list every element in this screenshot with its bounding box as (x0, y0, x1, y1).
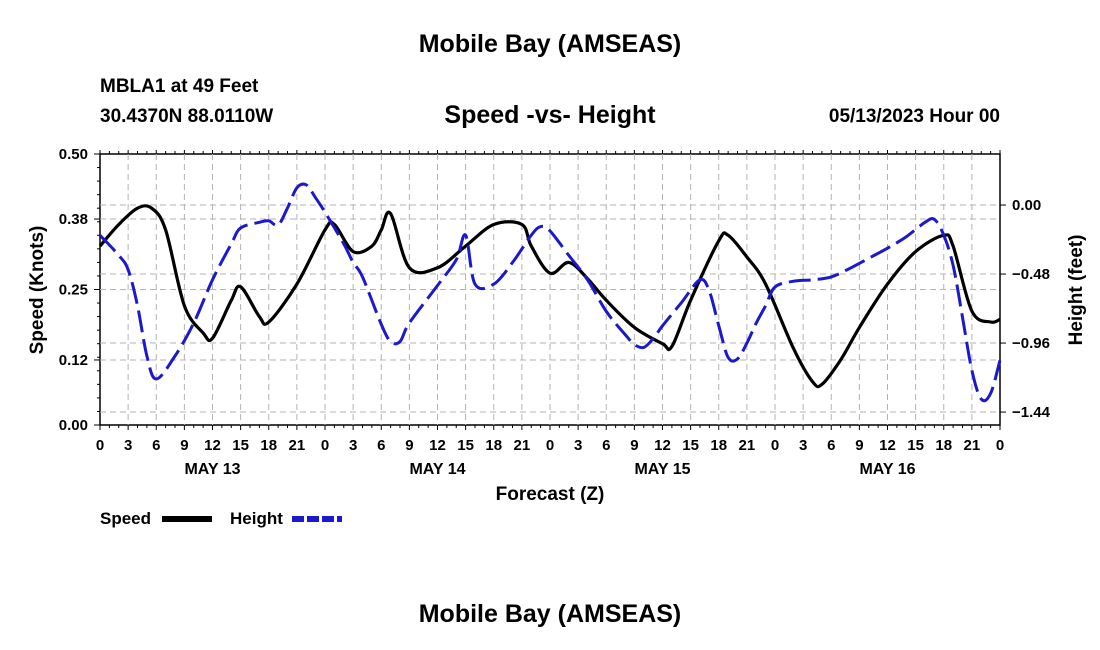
x-tick-label: 0 (546, 437, 554, 454)
x-tick-label: 21 (964, 437, 981, 454)
y-axis-left: 0.00 0.12 0.25 0.38 0.50 (59, 146, 100, 434)
x-tick-label: 21 (289, 437, 306, 454)
x-tick-label: 3 (574, 437, 582, 454)
y-axis-right: 0.00 −0.48 −0.96 −1.44 (1000, 197, 1051, 421)
station-label: MBLA1 at 49 Feet (100, 76, 259, 97)
x-tick-label: 3 (349, 437, 357, 454)
x-tick-label: 6 (602, 437, 610, 454)
x-tick-label: 12 (204, 437, 221, 454)
series-layer (98, 182, 1002, 403)
x-tick-label: 0 (96, 437, 104, 454)
x-tick-label: 9 (630, 437, 638, 454)
x-tick-label: 3 (799, 437, 807, 454)
x-tick-label: 0 (996, 437, 1004, 454)
day-label: MAY 13 (184, 461, 240, 478)
x-tick-label: 6 (377, 437, 385, 454)
x-tick-label: 15 (682, 437, 699, 454)
legend-speed-label: Speed (100, 509, 152, 528)
x-tick-label: 6 (152, 437, 160, 454)
x-tick-label: 21 (739, 437, 756, 454)
chart-repeat-title: Mobile Bay (AMSEAS) (418, 600, 682, 628)
grid-lines (100, 154, 1000, 425)
day-label: MAY 14 (409, 461, 465, 478)
x-tick-label: 15 (232, 437, 249, 454)
y-right-tick-label: −0.96 (1012, 335, 1050, 352)
x-tick-label: 9 (180, 437, 188, 454)
y-left-tick-label: 0.38 (59, 211, 88, 228)
x-tick-label: 12 (879, 437, 896, 454)
legend-height-label: Height (230, 509, 283, 528)
series-line-speed (98, 204, 1001, 389)
y-right-tick-label: −0.48 (1012, 266, 1050, 283)
x-tick-label: 0 (771, 437, 779, 454)
x-tick-label: 15 (457, 437, 474, 454)
day-label: MAY 15 (634, 461, 690, 478)
y-left-tick-label: 0.12 (59, 352, 88, 369)
x-tick-label: 21 (514, 437, 531, 454)
x-tick-label: 12 (429, 437, 446, 454)
x-tick-label: 0 (321, 437, 329, 454)
x-axis-ticks: 0 3 6 9 12 15 18 21 0 3 6 9 12 15 18 21 0 3 6 9 12 15 18 21 0 3 6 9… (96, 150, 1004, 478)
y-right-tick-label: 0.00 (1012, 197, 1041, 214)
x-tick-label: 9 (405, 437, 413, 454)
day-label: MAY 16 (859, 461, 915, 478)
y-left-tick-label: 0.00 (59, 417, 88, 434)
x-tick-label: 18 (935, 437, 952, 454)
forecast-date: 05/13/2023 Hour 00 (828, 106, 1000, 127)
y-axis-title-left: Speed (Knots) (27, 226, 48, 355)
x-axis-title: Forecast (Z) (496, 484, 605, 505)
chart-subtitle: Speed -vs- Height (444, 101, 656, 129)
x-tick-label: 18 (260, 437, 277, 454)
chart-main-title: Mobile Bay (AMSEAS) (418, 30, 682, 58)
y-left-tick-label: 0.25 (59, 282, 88, 299)
x-tick-label: 15 (907, 437, 924, 454)
x-tick-label: 9 (855, 437, 863, 454)
x-tick-label: 3 (124, 437, 132, 454)
x-tick-label: 6 (827, 437, 835, 454)
y-axis-title-right: Height (feet) (1066, 235, 1087, 346)
station-coordinates: 30.4370N 88.0110W (100, 106, 274, 127)
y-right-tick-label: −1.44 (1012, 404, 1051, 421)
series-line-height (98, 182, 1002, 403)
x-tick-label: 18 (485, 437, 502, 454)
y-left-tick-label: 0.50 (59, 146, 88, 163)
x-tick-label: 12 (654, 437, 671, 454)
x-tick-label: 18 (710, 437, 727, 454)
